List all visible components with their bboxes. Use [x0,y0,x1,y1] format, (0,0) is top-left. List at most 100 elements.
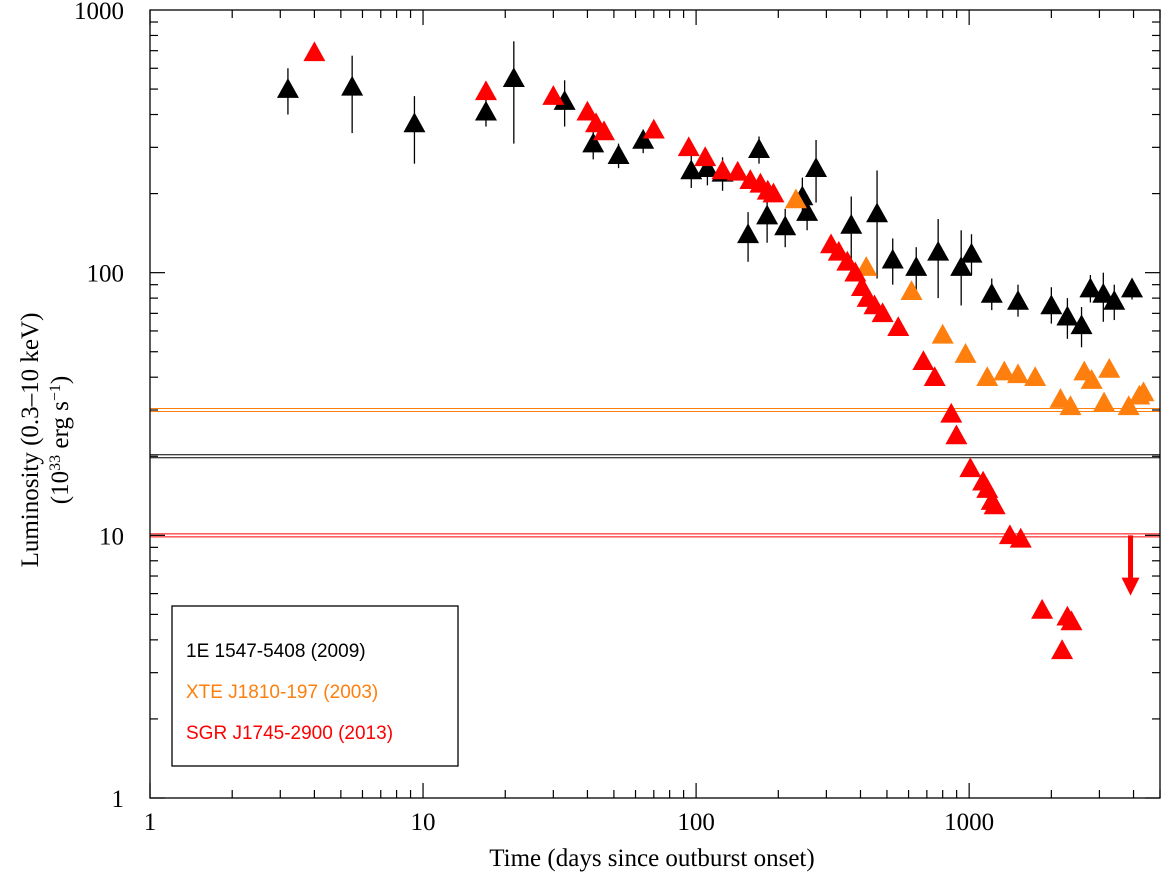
data-point-triangle [1051,639,1074,660]
data-point-triangle [737,223,760,244]
x-tick-label: 1 [144,809,157,836]
data-point-triangle [1007,290,1030,310]
data-point-triangle [1117,395,1140,416]
data-point-triangle [836,250,859,271]
data-point-triangle [694,146,717,167]
y-axis-unit-exponent: 33 [47,455,64,471]
data-point-triangle [905,256,928,276]
data-point-triangle [474,80,497,101]
y-tick-labels: 1 10 100 1000 [74,0,124,813]
data-point-triangle [1060,610,1083,631]
legend-entry-sgrj1745: SGR J1745-2900 (2013) [186,723,393,744]
legend-box [171,605,459,767]
data-point-triangle [784,188,807,209]
data-point-triangle [1079,277,1102,298]
data-point-triangle [855,256,878,276]
data-point-triangle [642,118,665,139]
legend: 1E 1547-5408 (2009) XTE J1810-197 (2003)… [171,605,459,767]
data-point-triangle [931,323,954,344]
x-ticks [149,10,1161,798]
y-axis-title-line2: (1033 erg s−1) [47,376,75,504]
data-point-triangle [680,159,703,180]
data-point-triangle [959,457,982,478]
data-point-triangle [711,159,734,180]
data-point-triangle [502,67,525,87]
data-point-triangle [887,316,910,336]
data-point-triangle [1092,282,1115,303]
data-point-triangle [945,424,968,445]
data-point-triangle [796,201,819,221]
legend-entry-1e1547: 1E 1547-5408 (2009) [186,641,366,662]
data-point-triangle [950,256,973,276]
y-ticks [150,21,1160,799]
data-point-triangle [881,248,904,269]
data-point-triangle [607,144,630,165]
y-axis-unit-mid: erg s [47,401,74,455]
data-point-triangle [1024,366,1047,386]
x-axis-title: Time (days since outburst onset) [489,845,814,872]
data-point-triangle [1103,290,1126,310]
data-point-triangle [474,100,497,121]
plot-frame [149,9,1161,799]
y-axis-title: Luminosity (0.3–10 keV) (1033 erg s−1) [17,313,74,568]
data-point-triangle [696,157,719,177]
plot-area [149,9,1161,799]
data-point-triangle [762,182,785,203]
data-point-triangle [632,128,655,149]
y-axis-title-line1: Luminosity (0.3–10 keV) [17,313,44,568]
y-tick-label: 1 [112,786,125,813]
data-point-triangle [983,494,1006,515]
data-point-triangle [1098,357,1121,378]
quiescent-lines [150,408,1160,538]
data-point-triangle [303,41,326,62]
legend-entry-xtej1810: XTE J1810-197 (2003) [186,682,378,703]
data-point-triangle [1093,391,1116,412]
data-point-triangle [726,160,749,181]
data-point-triangle [1049,388,1072,408]
data-point-triangle [912,350,935,371]
data-point-triangle [927,240,950,261]
data-point-triangle [756,204,779,225]
data-point-triangle [827,240,850,261]
data-point-triangle [1031,598,1054,619]
data-point-triangle [866,202,889,223]
data-point-triangle [593,120,616,141]
data-point-triangle [1009,527,1032,548]
upper-limit [1121,535,1140,596]
x-tick-label: 1000 [944,809,994,836]
data-point-triangle [840,213,863,234]
data-point-triangle [993,360,1016,381]
y-axis-unit-prefix: (10 [47,471,74,504]
data-point-triangle [276,78,299,98]
data-point-triangle [940,402,963,423]
data-point-triangle [1132,381,1155,402]
data-point-triangle [341,75,364,96]
data-point-triangle [976,366,999,386]
data-point-triangle [954,343,977,363]
data-point-triangle [576,100,599,121]
upper-limit-arrowhead [1121,577,1140,596]
data-point-triangle [960,242,983,263]
data-point-triangle [403,112,426,133]
data-point-triangle [1080,369,1103,389]
x-tick-labels: 1 10 100 1000 [144,809,994,836]
y-axis-unit-suffix: ) [47,376,74,384]
data-point-triangle [1059,395,1082,416]
y-tick-label: 100 [87,261,125,288]
data-point-triangle [1056,305,1079,326]
y-tick-label: 1000 [74,0,124,25]
data-point-triangle [748,138,771,159]
data-point-triangle [871,302,894,323]
data-point-triangle [923,366,946,386]
data-point-triangle [774,215,797,236]
data-point-triangle [677,136,700,157]
data-markers [276,41,1155,660]
data-point-triangle [805,157,828,177]
data-point-triangle [1007,363,1030,384]
data-point-triangle [900,280,923,301]
data-point-triangle [582,132,605,153]
data-point-triangle [542,85,565,105]
data-point-triangle [553,90,576,110]
error-bars [287,41,1133,348]
